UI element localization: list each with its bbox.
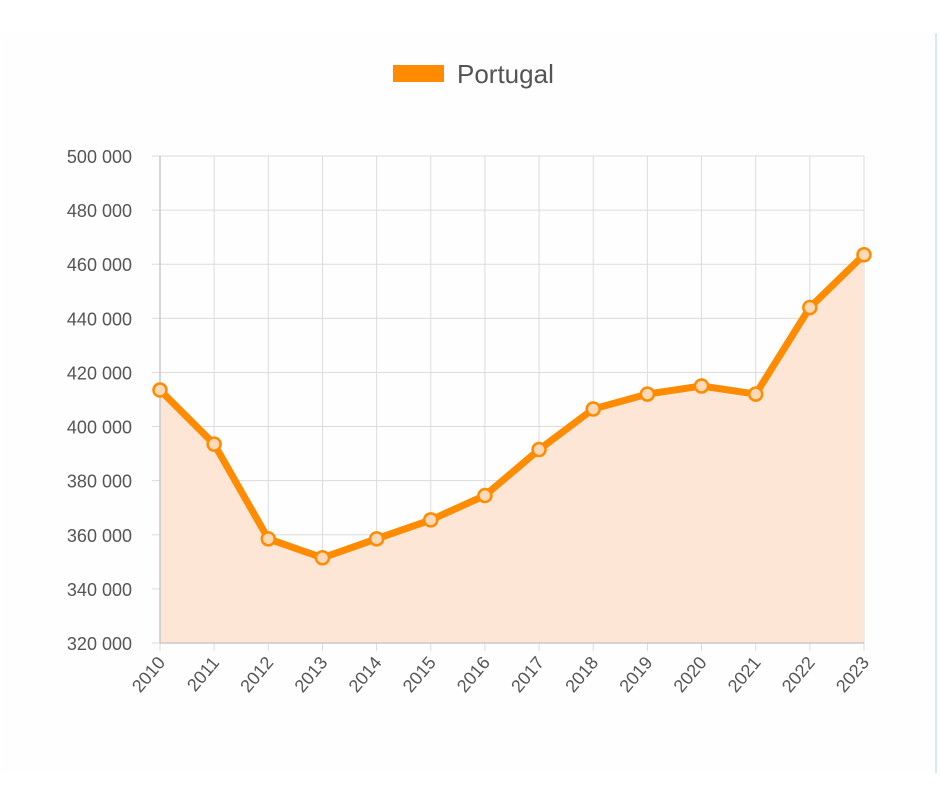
x-tick-label-2019: 2019 <box>615 653 656 697</box>
x-tick-label-2014: 2014 <box>345 653 386 697</box>
x-tick-label-2022: 2022 <box>778 653 819 697</box>
data-point-2018 <box>585 401 601 417</box>
y-tick-label-480000: 480 000 <box>67 201 132 221</box>
data-point-2020 <box>693 378 710 394</box>
y-tick-label-500000: 500 000 <box>67 147 132 167</box>
panel-right-edge <box>935 33 937 773</box>
legend-label-portugal: Portugal <box>457 59 554 89</box>
y-tick-label-340000: 340 000 <box>67 580 132 600</box>
data-point-2013 <box>314 550 331 566</box>
x-tick-label-2016: 2016 <box>453 653 494 697</box>
x-tick-label-2023: 2023 <box>832 653 873 697</box>
data-point-2016 <box>477 487 493 504</box>
x-tick-label-2017: 2017 <box>507 653 548 697</box>
data-point-2023 <box>856 247 872 263</box>
x-tick-label-2015: 2015 <box>399 653 440 697</box>
legend-swatch-portugal <box>393 65 444 82</box>
x-tick-label-2011: 2011 <box>183 653 223 696</box>
x-tick-label-2021: 2021 <box>724 653 765 697</box>
data-point-2015 <box>423 512 439 528</box>
y-tick-label-360000: 360 000 <box>67 526 132 546</box>
data-points <box>152 247 872 566</box>
x-tick-label-2010: 2010 <box>128 653 169 697</box>
data-point-2021 <box>747 386 764 402</box>
data-point-2012 <box>260 531 277 547</box>
y-tick-label-380000: 380 000 <box>67 472 132 492</box>
x-tick-label-2020: 2020 <box>670 653 711 697</box>
y-tick-label-320000: 320 000 <box>67 634 132 654</box>
series-area-fill <box>160 254 864 644</box>
data-point-2017 <box>531 441 547 458</box>
y-tick-label-460000: 460 000 <box>67 255 132 275</box>
axes <box>159 156 864 644</box>
legend[interactable]: Portugal <box>393 59 554 89</box>
y-tick-label-400000: 400 000 <box>67 418 132 438</box>
x-axis-tick-labels: 2010 2011 2012 2013 2014 2015 2016 2017 2018 2019… <box>128 653 873 697</box>
x-tick-label-2013: 2013 <box>290 653 331 697</box>
x-tick-label-2018: 2018 <box>561 653 602 697</box>
y-tick-label-420000: 420 000 <box>67 363 132 383</box>
data-point-2019 <box>639 386 656 402</box>
y-axis-tick-labels: 500 000 480 000 460 000 440 000 420 000 400 0… <box>67 147 132 654</box>
y-tick-label-440000: 440 000 <box>67 309 132 329</box>
series-line-portugal <box>156 251 868 562</box>
x-tick-label-2012: 2012 <box>236 653 277 697</box>
data-point-2011 <box>206 436 222 452</box>
data-point-2010 <box>152 382 168 398</box>
data-point-2014 <box>368 531 385 547</box>
data-point-2022 <box>802 299 818 316</box>
